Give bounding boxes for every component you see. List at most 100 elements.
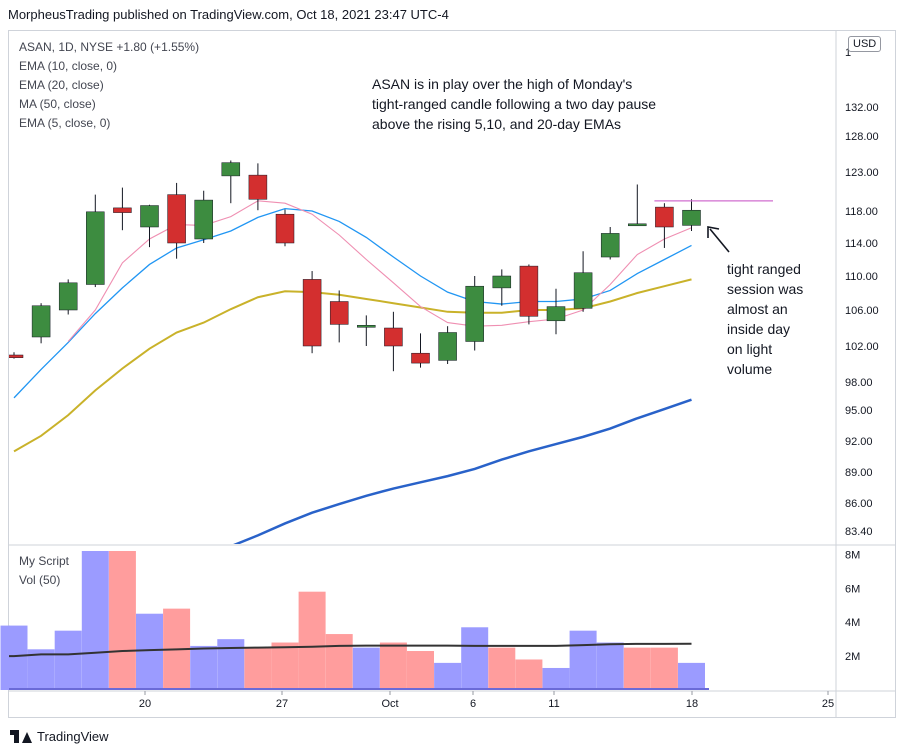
tradingview-logo-icon xyxy=(10,730,32,743)
ma50-line xyxy=(233,398,692,544)
candle-body[interactable] xyxy=(329,301,349,325)
volume-bar xyxy=(650,647,678,690)
candle-body[interactable] xyxy=(248,174,268,200)
volume-bar xyxy=(678,662,705,690)
volume-bar xyxy=(9,625,10,690)
candle-body[interactable] xyxy=(194,199,213,240)
y-tick-label: 118.00 xyxy=(845,206,878,218)
side-note-line: on light xyxy=(727,341,773,357)
volume-bar xyxy=(434,662,462,690)
candle-body[interactable] xyxy=(655,206,674,228)
candle-body[interactable] xyxy=(5,354,24,358)
candle-body[interactable] xyxy=(357,325,376,328)
side-note-line: almost an xyxy=(727,301,788,317)
volume-bar xyxy=(271,642,299,690)
y-tick-label: 83.40 xyxy=(845,526,873,538)
price-pane xyxy=(5,160,701,574)
side-note-line: session was xyxy=(727,281,804,297)
y-tick-label: 86.00 xyxy=(845,498,873,510)
candle-body[interactable] xyxy=(221,162,241,177)
candle-body[interactable] xyxy=(167,194,186,244)
candle-body[interactable] xyxy=(31,305,51,338)
volume-ma-line xyxy=(9,642,692,658)
ema20-line xyxy=(13,278,692,453)
x-tick-label: Oct xyxy=(381,698,398,710)
volume-bar xyxy=(542,667,570,690)
volume-bar xyxy=(298,591,326,690)
volume-tick-label: 2M xyxy=(845,651,860,663)
candle-body[interactable] xyxy=(275,213,295,244)
y-tick-label: 128.00 xyxy=(845,131,879,143)
candle-body[interactable] xyxy=(411,352,430,364)
main-annotation: ASAN is in play over the high of Monday'… xyxy=(372,74,692,134)
candle-body[interactable] xyxy=(140,205,159,228)
ma50-line xyxy=(192,561,204,574)
candle-body[interactable] xyxy=(682,209,701,226)
candle-body[interactable] xyxy=(384,327,403,347)
annotation-arrow xyxy=(709,228,730,253)
y-tick-label: 89.00 xyxy=(845,467,873,479)
volume-tick-label: 6M xyxy=(845,583,860,595)
legend-ema5[interactable]: EMA (5, close, 0) xyxy=(19,116,111,130)
main-note-line: tight-ranged candle following a two day … xyxy=(372,96,657,112)
candle-body[interactable] xyxy=(438,332,457,361)
side-annotation: tight ranged session was almost an insid… xyxy=(727,259,817,379)
volume-bar xyxy=(461,627,489,690)
volume-bar xyxy=(569,630,597,690)
candle-body[interactable] xyxy=(519,265,539,317)
candle-body[interactable] xyxy=(628,223,647,227)
candle-body[interactable] xyxy=(600,233,620,258)
volume-bar xyxy=(108,551,136,690)
y-tick-label: 106.00 xyxy=(845,305,879,317)
chart-frame xyxy=(8,30,896,718)
candle-body[interactable] xyxy=(58,282,78,311)
volume-legend: My Script Vol (50) xyxy=(19,552,69,590)
volume-bar xyxy=(27,649,55,690)
legend-ma50[interactable]: MA (50, close) xyxy=(19,97,96,111)
candle-body[interactable] xyxy=(86,211,105,285)
volume-bar xyxy=(217,639,245,690)
candle-body[interactable] xyxy=(546,306,566,322)
side-note-line: volume xyxy=(727,361,773,377)
legend-symbol[interactable]: ASAN, 1D, NYSE +1.80 (+1.55%) xyxy=(19,40,200,54)
volume-bar xyxy=(488,647,516,690)
volume-bar xyxy=(54,630,82,690)
candle-body[interactable] xyxy=(113,207,132,213)
y-tick-label: 98.00 xyxy=(845,377,873,389)
publisher-line: MorpheusTrading published on TradingView… xyxy=(8,7,449,22)
volume-bar xyxy=(0,625,28,690)
volume-bar xyxy=(515,659,543,690)
currency-button[interactable]: USD xyxy=(848,36,882,52)
x-tick-label: 18 xyxy=(686,698,698,710)
y-tick-label: 123.00 xyxy=(845,167,879,179)
y-tick-label: 132.00 xyxy=(845,102,879,114)
y-tick-label: 114.00 xyxy=(845,238,878,250)
volume-bar xyxy=(623,647,651,690)
volume-bar xyxy=(190,645,218,690)
candle-body[interactable] xyxy=(302,279,322,347)
volume-bar xyxy=(244,647,272,690)
volume-bar xyxy=(379,642,407,690)
side-note-line: inside day xyxy=(727,321,791,337)
y-tick-label: 1 xyxy=(845,47,851,59)
candle-body[interactable] xyxy=(573,272,593,309)
volume-bar xyxy=(352,647,380,690)
legend-vol[interactable]: Vol (50) xyxy=(19,573,61,587)
volume-bar xyxy=(325,634,353,690)
x-tick-label: 25 xyxy=(822,698,834,710)
main-note-line: above the rising 5,10, and 20-day EMAs xyxy=(372,116,622,132)
candle-body[interactable] xyxy=(492,275,512,289)
footer-brand[interactable]: TradingView xyxy=(37,729,109,744)
volume-bar xyxy=(407,651,434,690)
candle-body[interactable] xyxy=(465,285,484,342)
volume-bar xyxy=(136,613,163,690)
legend-my-script[interactable]: My Script xyxy=(19,554,70,568)
footer: TradingView xyxy=(10,729,109,744)
legend-ema20[interactable]: EMA (20, close) xyxy=(19,78,104,92)
ema5-line xyxy=(67,200,692,342)
legend-ema10[interactable]: EMA (10, close, 0) xyxy=(19,59,118,73)
chart-legend: ASAN, 1D, NYSE +1.80 (+1.55%) EMA (10, c… xyxy=(19,38,199,133)
volume-tick-label: 4M xyxy=(845,617,860,629)
y-tick-label: 92.00 xyxy=(845,436,873,448)
